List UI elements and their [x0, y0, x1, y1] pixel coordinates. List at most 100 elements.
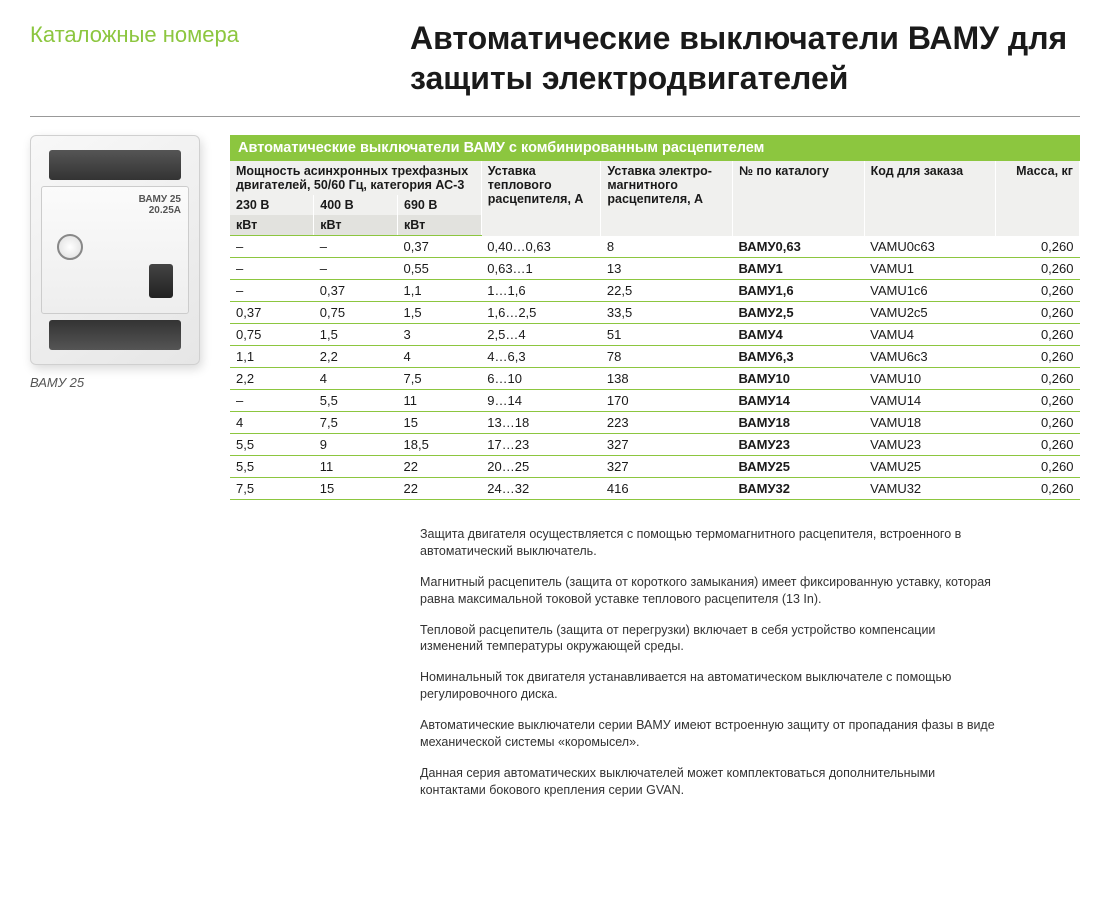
cell-v230: – — [230, 390, 314, 412]
cell-code: VAMU23 — [864, 434, 996, 456]
table-row: 1,12,244…6,378ВАМУ6,3VAMU6c30,260 — [230, 346, 1080, 368]
cell-cat: ВАМУ6,3 — [733, 346, 865, 368]
cell-v690: 11 — [398, 390, 482, 412]
cell-v230: – — [230, 236, 314, 258]
col-400v: 400 В — [314, 195, 398, 215]
cell-v400: – — [314, 258, 398, 280]
cell-v230: 5,5 — [230, 434, 314, 456]
note-paragraph: Номинальный ток двигателя устанавливаетс… — [420, 669, 1000, 703]
cell-v690: 18,5 — [398, 434, 482, 456]
cell-v400: 7,5 — [314, 412, 398, 434]
table-row: 5,5918,517…23327ВАМУ23VAMU230,260 — [230, 434, 1080, 456]
cell-mass: 0,260 — [996, 478, 1080, 500]
divider — [30, 116, 1080, 117]
cell-v690: 0,55 — [398, 258, 482, 280]
col-motor-power: Мощность асинхронных трехфазных двигател… — [230, 161, 481, 195]
note-paragraph: Тепловой расцепитель (защита от перегруз… — [420, 622, 1000, 656]
note-paragraph: Автоматические выключатели серии ВАМУ им… — [420, 717, 1000, 751]
cell-cat: ВАМУ4 — [733, 324, 865, 346]
cell-v690: 22 — [398, 456, 482, 478]
cell-v400: 15 — [314, 478, 398, 500]
cell-cat: ВАМУ10 — [733, 368, 865, 390]
cell-v690: 3 — [398, 324, 482, 346]
cell-mass: 0,260 — [996, 434, 1080, 456]
cell-thermal: 24…32 — [481, 478, 601, 500]
cell-code: VAMU18 — [864, 412, 996, 434]
cell-v230: 5,5 — [230, 456, 314, 478]
cell-mag: 22,5 — [601, 280, 733, 302]
cell-mag: 8 — [601, 236, 733, 258]
cell-thermal: 17…23 — [481, 434, 601, 456]
cell-cat: ВАМУ0,63 — [733, 236, 865, 258]
unit-kw-230: кВт — [230, 215, 314, 236]
cell-cat: ВАМУ23 — [733, 434, 865, 456]
spec-table-column: Автоматические выключатели ВАМУ с комбин… — [230, 135, 1080, 500]
table-row: –0,371,11…1,622,5ВАМУ1,6VAMU1c60,260 — [230, 280, 1080, 302]
page-header: Каталожные номера Автоматические выключа… — [30, 18, 1080, 98]
cell-mag: 51 — [601, 324, 733, 346]
cell-mass: 0,260 — [996, 412, 1080, 434]
cell-v230: 7,5 — [230, 478, 314, 500]
cell-v400: 0,75 — [314, 302, 398, 324]
switch-button-icon — [149, 264, 173, 298]
cell-thermal: 1…1,6 — [481, 280, 601, 302]
cell-cat: ВАМУ14 — [733, 390, 865, 412]
cell-thermal: 1,6…2,5 — [481, 302, 601, 324]
cell-cat: ВАМУ32 — [733, 478, 865, 500]
col-catalog-no: № по каталогу — [733, 161, 865, 236]
cell-code: VAMU4 — [864, 324, 996, 346]
table-title: Автоматические выключатели ВАМУ с комбин… — [230, 135, 1080, 161]
cell-thermal: 20…25 — [481, 456, 601, 478]
cell-code: VAMU0c63 — [864, 236, 996, 258]
cell-mag: 170 — [601, 390, 733, 412]
cell-mass: 0,260 — [996, 456, 1080, 478]
cell-cat: ВАМУ2,5 — [733, 302, 865, 324]
cell-v690: 1,1 — [398, 280, 482, 302]
col-230v: 230 В — [230, 195, 314, 215]
cell-v230: – — [230, 280, 314, 302]
cell-code: VAMU14 — [864, 390, 996, 412]
table-row: 0,370,751,51,6…2,533,5ВАМУ2,5VAMU2c50,26… — [230, 302, 1080, 324]
spec-table: Мощность асинхронных трехфазных двигател… — [230, 161, 1080, 500]
cell-v690: 7,5 — [398, 368, 482, 390]
cell-v230: 1,1 — [230, 346, 314, 368]
table-row: ––0,550,63…113ВАМУ1VAMU10,260 — [230, 258, 1080, 280]
cell-cat: ВАМУ1 — [733, 258, 865, 280]
note-paragraph: Защита двигателя осуществляется с помощь… — [420, 526, 1000, 560]
cell-cat: ВАМУ1,6 — [733, 280, 865, 302]
cell-mass: 0,260 — [996, 368, 1080, 390]
unit-kw-400: кВт — [314, 215, 398, 236]
cell-mass: 0,260 — [996, 390, 1080, 412]
cell-thermal: 0,40…0,63 — [481, 236, 601, 258]
cell-v400: 11 — [314, 456, 398, 478]
cell-cat: ВАМУ25 — [733, 456, 865, 478]
cell-code: VAMU1c6 — [864, 280, 996, 302]
cell-mag: 327 — [601, 434, 733, 456]
cell-mass: 0,260 — [996, 346, 1080, 368]
table-row: 5,5112220…25327ВАМУ25VAMU250,260 — [230, 456, 1080, 478]
cell-code: VAMU1 — [864, 258, 996, 280]
note-paragraph: Данная серия автоматических выключателей… — [420, 765, 1000, 799]
cell-thermal: 6…10 — [481, 368, 601, 390]
cell-v400: 0,37 — [314, 280, 398, 302]
image-caption: ВАМУ 25 — [30, 375, 210, 390]
cell-mag: 138 — [601, 368, 733, 390]
cell-v400: 2,2 — [314, 346, 398, 368]
category-label: Каталожные номера — [30, 18, 380, 48]
adjustment-dial-icon — [57, 234, 83, 260]
main-content: ВАМУ 25 20.25А ВАМУ 25 Автоматические вы… — [30, 135, 1080, 500]
table-row: 2,247,56…10138ВАМУ10VAMU100,260 — [230, 368, 1080, 390]
cell-mass: 0,260 — [996, 236, 1080, 258]
cell-v400: 1,5 — [314, 324, 398, 346]
product-illustration: ВАМУ 25 20.25А — [30, 135, 200, 365]
cell-v690: 22 — [398, 478, 482, 500]
cell-thermal: 13…18 — [481, 412, 601, 434]
col-magnetic: Уставка электро-магнитного расцепителя, … — [601, 161, 733, 236]
cell-v230: 0,37 — [230, 302, 314, 324]
cell-thermal: 9…14 — [481, 390, 601, 412]
cell-mass: 0,260 — [996, 324, 1080, 346]
col-690v: 690 В — [398, 195, 482, 215]
cell-mag: 13 — [601, 258, 733, 280]
col-thermal: Уставка теплового расцепителя, А — [481, 161, 601, 236]
cell-code: VAMU32 — [864, 478, 996, 500]
